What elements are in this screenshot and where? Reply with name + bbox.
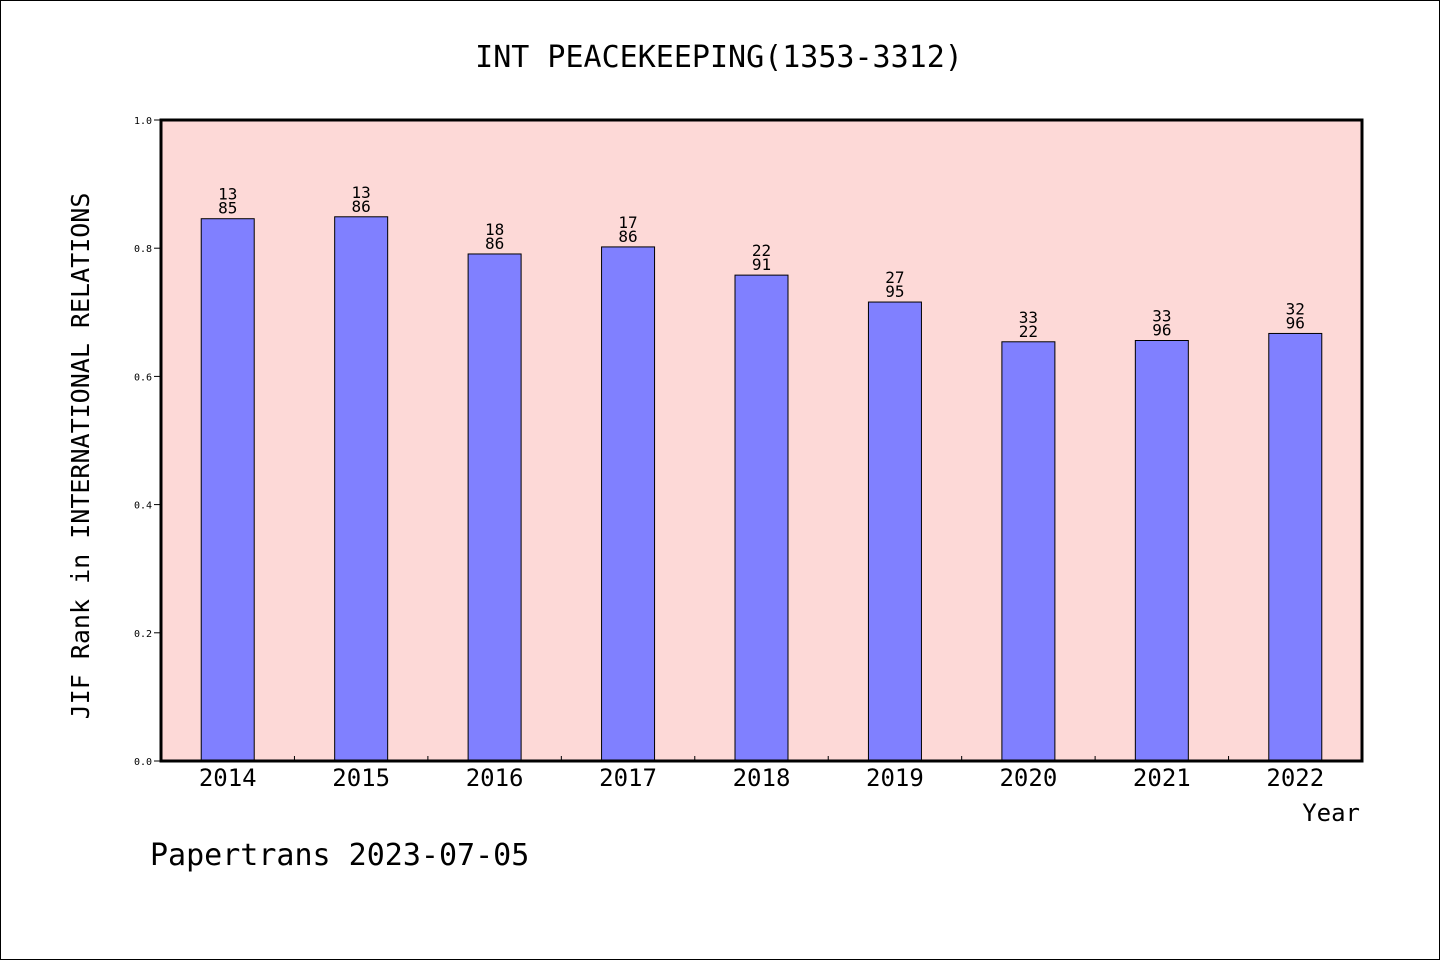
y-axis-label: JIF Rank in INTERNATIONAL RELATIONS — [66, 193, 95, 720]
x-tick-label-2014: 2014 — [199, 764, 257, 792]
x-tick-label-2016: 2016 — [466, 764, 524, 792]
bar-2018 — [734, 274, 789, 762]
bar-2015 — [334, 216, 389, 762]
y-axis: 0.0 0.2 0.4 0.6 0.8 1.0 — [134, 116, 161, 768]
bar-2020 — [1001, 341, 1056, 762]
bar-label-top-2020: 33 — [1019, 308, 1038, 327]
x-tick-label-2017: 2017 — [599, 764, 657, 792]
bar-2016 — [467, 253, 522, 762]
bar-2022 — [1268, 332, 1323, 762]
y-tick-label: 0.8 — [134, 244, 152, 255]
x-axis-label: Year — [1302, 799, 1360, 827]
y-tick-label: 0.0 — [134, 757, 152, 768]
y-tick-label: 0.4 — [134, 501, 152, 512]
x-tick-label-2020: 2020 — [999, 764, 1057, 792]
chart-title: INT PEACEKEEPING(1353-3312) — [475, 40, 963, 75]
bar-label-bottom-2016: 86 — [485, 234, 504, 253]
bar-2014 — [200, 218, 255, 762]
plot-border — [159, 118, 1364, 763]
x-tick-label-2015: 2015 — [332, 764, 390, 792]
bar-label-bottom-2019: 95 — [885, 282, 904, 301]
y-tick-label: 0.2 — [134, 629, 152, 640]
bar-label-top-2021: 33 — [1152, 307, 1171, 326]
bar-label-top-2022: 32 — [1286, 299, 1305, 318]
x-tick-label-2019: 2019 — [866, 764, 924, 792]
bar-label-top-2017: 17 — [618, 213, 637, 232]
bar-label-bottom-2014: 85 — [218, 199, 237, 218]
x-tick-label-2018: 2018 — [733, 764, 791, 792]
bar-label-top-2016: 18 — [485, 220, 504, 239]
bar-label-bottom-2015: 86 — [352, 197, 371, 216]
bar-label-top-2014: 13 — [218, 185, 237, 204]
y-tick-label: 0.6 — [134, 372, 152, 383]
bar-label-bottom-2018: 91 — [752, 255, 771, 274]
x-tick-label-2022: 2022 — [1266, 764, 1324, 792]
x-axis: 2014 2015 2016 2017 2018 2019 2020 2021 2022 — [199, 756, 1324, 792]
bar-label-bottom-2021: 96 — [1152, 321, 1171, 340]
bars-group — [200, 216, 1323, 762]
bar-label-bottom-2017: 86 — [618, 227, 637, 246]
bar-label-top-2018: 22 — [752, 241, 771, 260]
bar-label-top-2015: 13 — [352, 183, 371, 202]
bar-2021 — [1134, 340, 1189, 762]
bar-label-top-2019: 27 — [885, 268, 904, 287]
y-tick-label: 1.0 — [134, 116, 152, 127]
bar-2019 — [867, 301, 922, 762]
bar-2017 — [601, 246, 656, 762]
bar-label-bottom-2022: 96 — [1286, 313, 1305, 332]
x-tick-label-2021: 2021 — [1133, 764, 1191, 792]
footer-text: Papertrans 2023-07-05 — [150, 838, 529, 873]
bar-label-bottom-2020: 22 — [1019, 322, 1038, 341]
